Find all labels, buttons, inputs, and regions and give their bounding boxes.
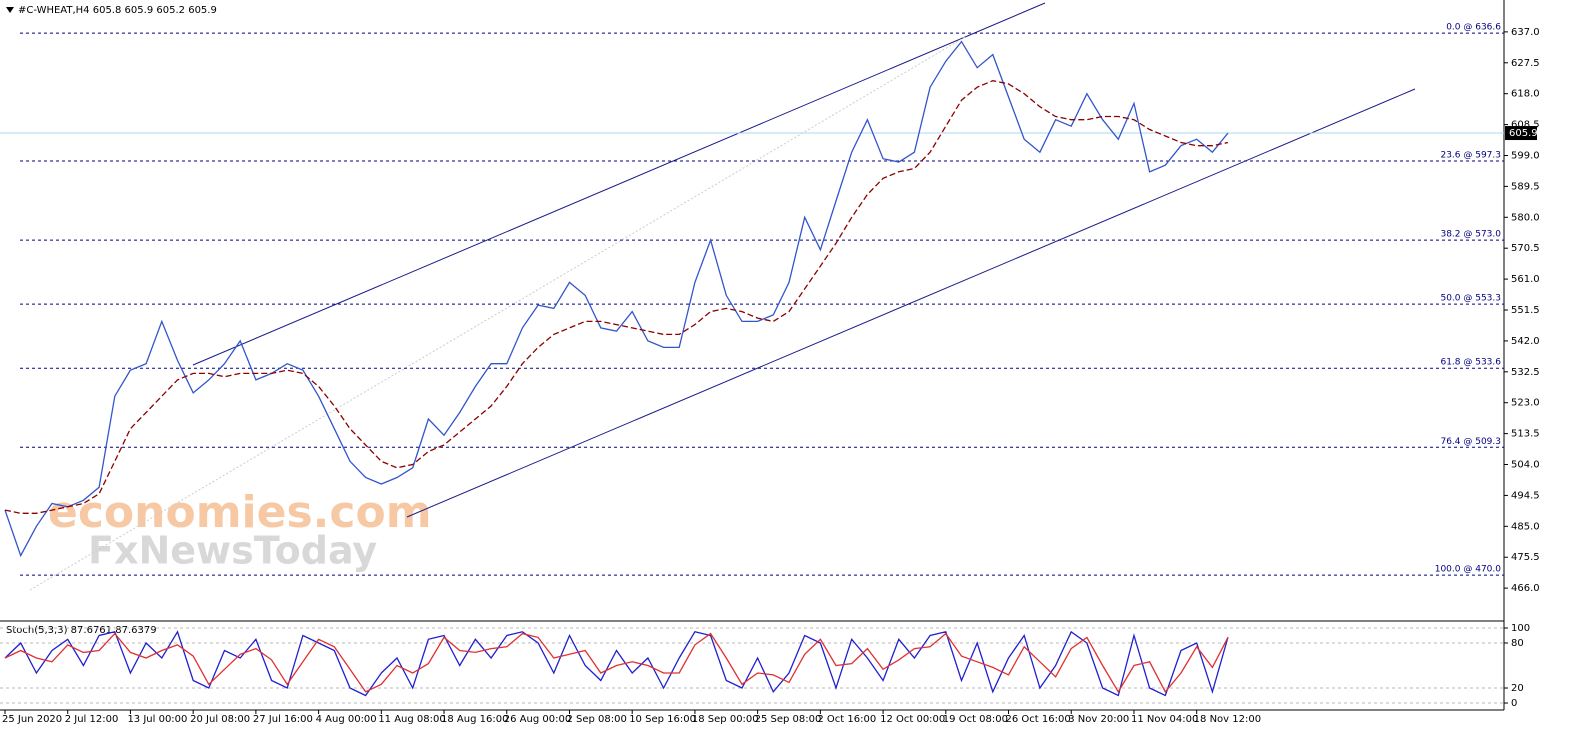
y-tick-label: 589.5 <box>1511 181 1540 192</box>
series-line <box>4 80 1229 514</box>
x-tick-label: 10 Sep 16:00 <box>629 714 696 725</box>
series-line <box>4 40 1229 558</box>
indicator-value: 87.6379 <box>115 625 156 636</box>
ohlc: 605.8 <box>93 5 122 16</box>
x-tick-label: 18 Sep 00:00 <box>692 714 759 725</box>
fib-label: 50.0 @ 553.3 <box>1440 294 1501 304</box>
symbol: #C-WHEAT,H4 <box>18 5 90 16</box>
x-tick-label: 19 Oct 08:00 <box>943 714 1008 725</box>
y-tick-label: 513.5 <box>1511 429 1540 440</box>
ohlc: 605.9 <box>125 5 154 16</box>
fib-label: 100.0 @ 470.0 <box>1435 565 1502 575</box>
x-tick-label: 26 Aug 00:00 <box>504 714 571 725</box>
x-tick-label: 11 Nov 04:00 <box>1131 714 1198 725</box>
last-price-label: 605.9 <box>1509 128 1538 139</box>
y-tick-label: 100 <box>1511 623 1530 634</box>
x-tick-label: 25 Jun 2020 <box>2 714 62 725</box>
series-line <box>4 632 1229 694</box>
x-tick-label: 2 Sep 08:00 <box>566 714 626 725</box>
y-tick-label: 542.0 <box>1511 336 1540 347</box>
x-tick-label: 2 Jul 12:00 <box>65 714 119 725</box>
y-tick-label: 504.0 <box>1511 460 1540 471</box>
watermark: FxNewsToday <box>88 529 377 573</box>
y-tick-label: 80 <box>1511 638 1524 649</box>
y-tick-label: 494.5 <box>1511 490 1540 501</box>
channel-line <box>192 2 1046 366</box>
y-tick-label: 532.5 <box>1511 367 1540 378</box>
x-tick-label: 18 Nov 12:00 <box>1194 714 1261 725</box>
fib-label: 76.4 @ 509.3 <box>1440 437 1501 447</box>
header: #C-WHEAT,H4 605.8 605.9 605.2 605.9 <box>18 5 217 16</box>
x-tick-label: 25 Sep 08:00 <box>755 714 822 725</box>
menu-icon[interactable] <box>6 7 14 13</box>
x-tick-label: 20 Jul 08:00 <box>190 714 250 725</box>
x-tick-label: 2 Oct 16:00 <box>817 714 876 725</box>
y-tick-label: 627.5 <box>1511 58 1540 69</box>
x-tick-label: 27 Jul 16:00 <box>253 714 313 725</box>
fib-label: 0.0 @ 636.6 <box>1446 23 1501 33</box>
y-tick-label: 570.5 <box>1511 243 1540 254</box>
channel-line <box>406 88 1416 518</box>
y-tick-label: 608.5 <box>1511 120 1540 131</box>
y-tick-label: 523.0 <box>1511 398 1540 409</box>
indicator-value: 87.6761 <box>71 625 112 636</box>
y-tick-label: 475.5 <box>1511 552 1540 563</box>
y-tick-label: 618.0 <box>1511 89 1540 100</box>
last-price-box <box>1505 126 1537 141</box>
y-tick-label: 599.0 <box>1511 150 1540 161</box>
y-tick-label: 485.0 <box>1511 521 1540 532</box>
fib-label: 61.8 @ 533.6 <box>1440 358 1501 368</box>
y-tick-label: 561.0 <box>1511 274 1540 285</box>
watermark: economies.com <box>48 487 432 538</box>
y-tick-label: 466.0 <box>1511 583 1540 594</box>
fib-label: 23.6 @ 597.3 <box>1440 151 1501 161</box>
series-line <box>4 630 1229 697</box>
trend-line <box>29 36 966 591</box>
indicator-title: Stoch(5,3,3) <box>6 625 68 636</box>
indicator-header: Stoch(5,3,3) 87.6761 87.6379 <box>6 625 157 636</box>
x-tick-label: 18 Aug 16:00 <box>441 714 508 725</box>
x-tick-label: 26 Oct 16:00 <box>1006 714 1071 725</box>
x-tick-label: 13 Jul 00:00 <box>127 714 187 725</box>
x-tick-label: 11 Aug 08:00 <box>378 714 445 725</box>
y-tick-label: 580.0 <box>1511 212 1540 223</box>
y-tick-label: 0 <box>1511 698 1517 709</box>
y-tick-label: 551.5 <box>1511 305 1540 316</box>
fib-label: 38.2 @ 573.0 <box>1440 230 1501 240</box>
y-tick-label: 637.0 <box>1511 27 1540 38</box>
x-tick-label: 12 Oct 00:00 <box>880 714 945 725</box>
ohlc: 605.9 <box>188 5 217 16</box>
x-tick-label: 4 Aug 00:00 <box>316 714 377 725</box>
y-tick-label: 20 <box>1511 683 1524 694</box>
x-tick-label: 3 Nov 20:00 <box>1068 714 1129 725</box>
ohlc: 605.2 <box>156 5 185 16</box>
